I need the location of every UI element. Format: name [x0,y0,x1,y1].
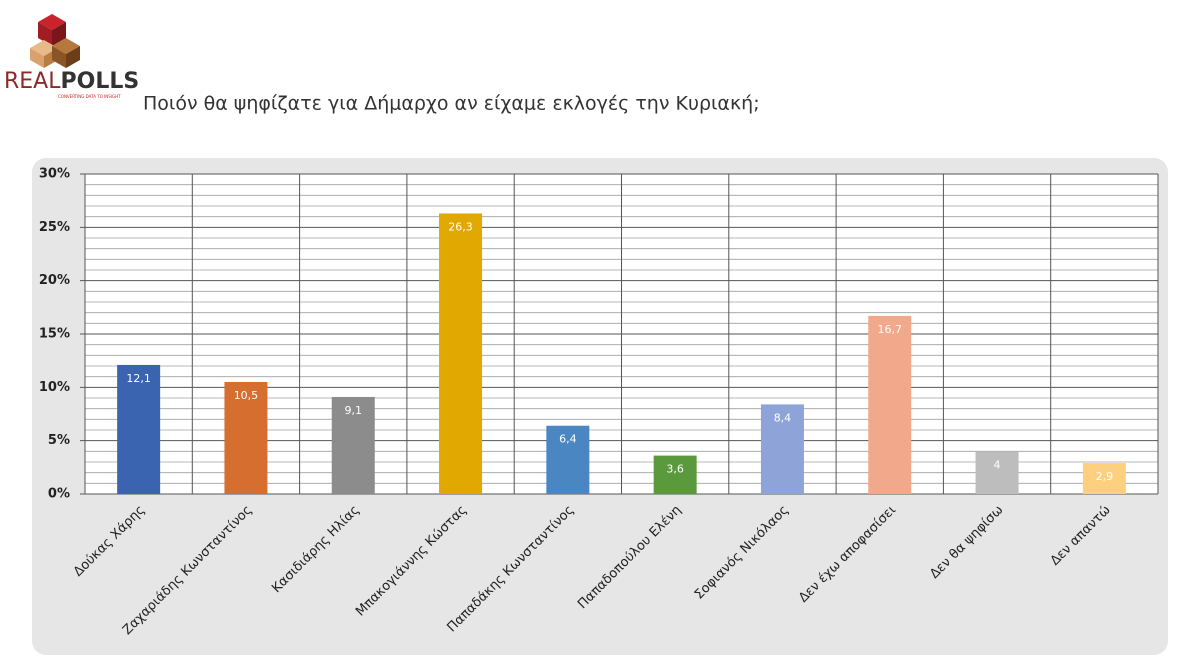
y-tick-label: 15% [39,327,70,342]
bar [439,213,483,494]
bar [975,451,1019,494]
bar [331,396,375,494]
y-tick-label: 20% [39,273,70,288]
y-tick-label: 10% [39,380,70,395]
y-tick-label: 30% [39,167,70,182]
value-label: 9,1 [345,404,363,417]
value-label: 10,5 [234,389,259,402]
value-label: 4 [994,458,1001,471]
bar [868,315,912,494]
y-tick-label: 25% [39,220,70,235]
logo: REALPOLLS CONVERTING DATA TO INSIGHT [4,14,139,99]
value-label: 3,6 [666,463,684,476]
bar [224,382,268,494]
value-label: 16,7 [878,323,903,336]
value-label: 12,1 [126,372,151,385]
y-tick-label: 5% [48,433,70,448]
value-label: 6,4 [559,433,577,446]
y-tick-label: 0% [48,487,70,502]
logo-part: REAL [4,69,61,94]
bar [117,364,161,494]
value-label: 26,3 [448,220,473,233]
bar [653,455,697,494]
bar [1082,463,1126,494]
logo-part: POLLS [61,69,140,94]
chart-title: Ποιόν θα ψηφίζατε για Δήμαρχο αν είχαμε … [143,93,760,115]
logo-tagline: CONVERTING DATA TO INSIGHT [58,94,121,99]
bar [760,404,804,494]
value-label: 8,4 [774,411,792,424]
bar [546,425,590,494]
svg-text:REALPOLLS: REALPOLLS [4,69,139,94]
value-label: 2,9 [1096,470,1114,483]
